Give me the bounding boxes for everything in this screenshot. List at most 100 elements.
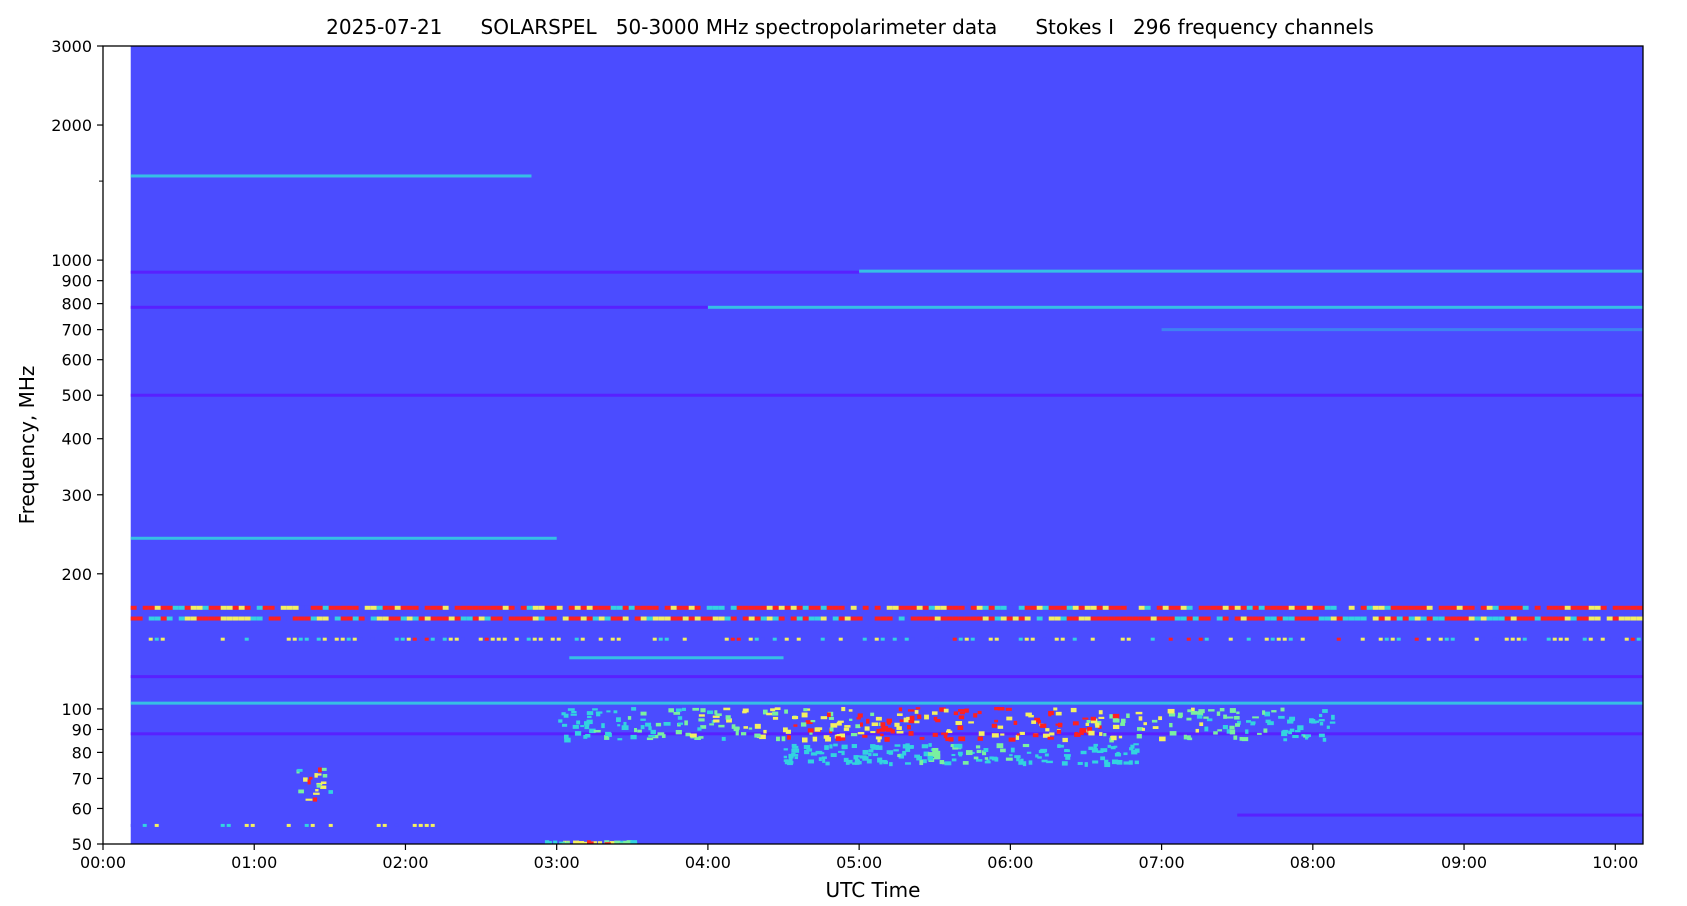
burst-pixel: [303, 777, 308, 782]
spectral-band-segment: [526, 616, 533, 621]
burst-pixel: [890, 729, 895, 734]
spectral-band-segment: [1018, 616, 1025, 621]
spectral-band-segment: [1120, 616, 1127, 621]
spectral-band-segment: [334, 616, 341, 621]
spectral-band-segment: [244, 605, 251, 610]
spectral-band-segment: [1150, 616, 1157, 621]
burst-pixel: [1141, 727, 1145, 731]
burst-pixel: [824, 745, 829, 750]
spectral-band-segment: [340, 605, 347, 610]
burst-pixel: [886, 728, 893, 732]
spectral-band-segment: [982, 616, 989, 621]
burst-pixel: [1229, 729, 1236, 735]
spectral-band-segment: [346, 605, 353, 610]
spectral-band-segment: [1054, 605, 1061, 610]
spectral-band-segment: [1516, 605, 1523, 610]
burst-pixel: [784, 709, 788, 714]
burst-pixel: [714, 710, 718, 715]
spectral-band-segment: [346, 616, 353, 621]
x-tick-label: 09:00: [1441, 853, 1487, 872]
spectral-band-segment: [898, 605, 905, 610]
burst-pixel: [1057, 744, 1064, 748]
spectral-band-segment: [436, 605, 443, 610]
burst-pixel: [852, 762, 857, 765]
burst-pixel: [1245, 729, 1249, 734]
burst-pixel: [1112, 759, 1119, 765]
x-tick-label: 01:00: [231, 853, 277, 872]
spectral-band-segment: [460, 637, 465, 641]
spectral-band-segment: [286, 616, 293, 621]
burst-pixel: [854, 761, 860, 765]
spectral-band-segment: [598, 605, 605, 610]
spectral-band-segment: [1498, 605, 1505, 610]
spectral-band-segment: [676, 605, 683, 610]
spectral-band-segment: [1576, 616, 1583, 621]
spectral-band-segment: [628, 616, 635, 621]
burst-pixel: [321, 767, 327, 771]
burst-pixel: [812, 736, 818, 742]
spectral-band-segment: [496, 605, 503, 610]
burst-pixel: [313, 792, 320, 795]
burst-pixel: [564, 737, 571, 743]
burst-pixel: [1040, 723, 1047, 728]
spectral-band-segment: [1540, 605, 1547, 610]
burst-pixel: [1289, 717, 1294, 722]
burst-pixel: [941, 762, 947, 765]
spectral-band-segment: [640, 616, 647, 621]
spectral-band-segment: [1174, 616, 1181, 621]
spectral-band-segment: [1084, 616, 1091, 621]
spectral-band-segment: [970, 637, 975, 641]
spectral-band-segment: [1504, 637, 1509, 641]
spectral-band-segment: [928, 605, 935, 610]
spectral-band-segment: [1348, 605, 1355, 610]
burst-pixel: [645, 722, 652, 727]
spectral-band-segment: [604, 605, 611, 610]
spectral-band-segment: [1528, 616, 1535, 621]
spectral-band-segment: [376, 616, 383, 621]
burst-pixel: [914, 720, 920, 724]
burst-pixel: [1264, 711, 1271, 717]
spectral-band-segment: [1054, 616, 1061, 621]
spectral-band-segment: [1492, 605, 1499, 610]
burst-pixel: [1126, 713, 1130, 719]
spectral-band-segment: [994, 605, 1001, 610]
burst-pixel: [574, 731, 582, 736]
burst-pixel: [698, 718, 705, 722]
burst-pixel: [1098, 710, 1103, 715]
burst-pixel: [1233, 735, 1238, 740]
spectral-band-segment: [1606, 605, 1613, 610]
spectral-band-segment: [616, 616, 623, 621]
spectral-band-segment: [328, 605, 335, 610]
spectral-band-segment: [1552, 637, 1557, 641]
burst-pixel: [875, 736, 882, 740]
burst-pixel: [614, 840, 621, 843]
burst-pixel: [621, 840, 628, 844]
burst-pixel: [1213, 731, 1218, 735]
spectral-band-segment: [148, 616, 155, 621]
spectral-band-segment: [1444, 637, 1449, 641]
spectral-band-segment: [298, 823, 303, 827]
burst-pixel: [829, 744, 833, 749]
spectral-band-segment: [1240, 616, 1247, 621]
burst-pixel: [872, 753, 878, 757]
burst-pixel: [997, 707, 1005, 711]
burst-pixel: [1072, 721, 1079, 726]
spectral-band-segment: [652, 605, 659, 610]
spectral-band-segment: [604, 637, 609, 641]
spectral-band-segment: [778, 616, 785, 621]
spectral-band-segment: [190, 616, 197, 621]
spectral-band-segment: [1402, 605, 1409, 610]
spectral-band-segment: [1168, 605, 1175, 610]
spectral-band-segment: [1378, 637, 1383, 641]
burst-pixel: [587, 841, 594, 844]
burst-pixel: [1319, 721, 1324, 726]
burst-pixel: [1219, 707, 1225, 712]
burst-pixel: [1112, 713, 1120, 719]
spectral-band-segment: [1588, 616, 1595, 621]
burst-pixel: [897, 754, 901, 758]
spectral-band-segment: [562, 616, 569, 621]
spectral-band-segment: [1132, 616, 1139, 621]
spectral-band-segment: [748, 637, 753, 641]
burst-pixel: [862, 734, 868, 738]
spectral-band-segment: [1498, 616, 1505, 621]
